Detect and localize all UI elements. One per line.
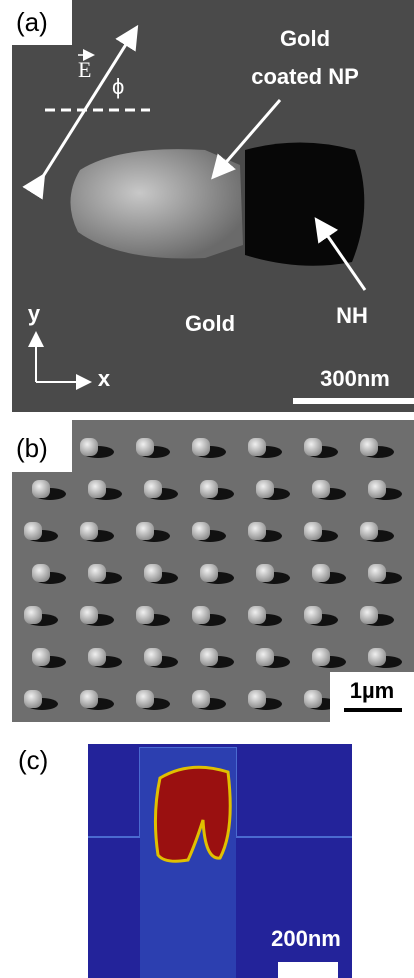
nanohole bbox=[245, 143, 364, 266]
nanoparticle bbox=[304, 522, 322, 540]
np-label: Gold bbox=[280, 26, 330, 51]
nanoparticle bbox=[192, 522, 210, 540]
nanoparticle bbox=[368, 480, 386, 498]
nanoparticle bbox=[80, 606, 98, 624]
nanoparticle bbox=[360, 606, 378, 624]
nanoparticle bbox=[256, 480, 274, 498]
nanoparticle bbox=[24, 606, 42, 624]
nanoparticle bbox=[32, 564, 50, 582]
nanoparticle bbox=[248, 522, 266, 540]
nanoparticle bbox=[144, 564, 162, 582]
nanoparticle bbox=[136, 438, 154, 456]
nanoparticle bbox=[88, 564, 106, 582]
nanoparticle bbox=[200, 564, 218, 582]
nanoparticle bbox=[256, 648, 274, 666]
nanoparticle bbox=[304, 690, 322, 708]
angle-symbol: ϕ bbox=[112, 74, 124, 99]
nanoparticle bbox=[32, 648, 50, 666]
nanoparticle bbox=[304, 606, 322, 624]
nanoparticle bbox=[192, 690, 210, 708]
nanoparticle bbox=[360, 522, 378, 540]
nanoparticle bbox=[312, 480, 330, 498]
scale-bar-label: 200nm bbox=[271, 926, 341, 951]
nanoparticle bbox=[80, 522, 98, 540]
np-label: coated NP bbox=[251, 64, 359, 89]
nanoparticle bbox=[192, 606, 210, 624]
nanoparticle bbox=[248, 606, 266, 624]
nanoparticle bbox=[24, 690, 42, 708]
nanoparticle bbox=[248, 438, 266, 456]
panel-label: (a) bbox=[16, 7, 48, 37]
x-axis-label: x bbox=[98, 366, 111, 391]
nanoparticle bbox=[88, 480, 106, 498]
field-hotspot bbox=[155, 767, 230, 861]
nanoparticle bbox=[368, 648, 386, 666]
scale-bar bbox=[293, 398, 414, 404]
gold-label: Gold bbox=[185, 311, 235, 336]
nanoparticle bbox=[136, 690, 154, 708]
nanoparticle bbox=[304, 438, 322, 456]
scale-bar bbox=[278, 962, 338, 978]
field-symbol: E bbox=[78, 57, 91, 82]
panel-label: (b) bbox=[16, 433, 48, 463]
nanoparticle bbox=[88, 648, 106, 666]
nanoparticle bbox=[192, 438, 210, 456]
panel-label: (c) bbox=[18, 745, 48, 775]
nanoparticle bbox=[312, 648, 330, 666]
nanoparticle bbox=[70, 149, 243, 258]
nanoparticle bbox=[368, 564, 386, 582]
panel-c: (c) 200nm bbox=[18, 744, 352, 978]
nanoparticle bbox=[136, 606, 154, 624]
nanoparticle bbox=[200, 480, 218, 498]
nanoparticle bbox=[312, 564, 330, 582]
nanoparticle bbox=[24, 522, 42, 540]
nanoparticle bbox=[248, 690, 266, 708]
scale-bar-label: 1µm bbox=[350, 678, 394, 703]
nanoparticle bbox=[136, 522, 154, 540]
nanoparticle bbox=[144, 480, 162, 498]
panel-a: (a) E ϕ Gold coated NP NH Gold y x 300nm bbox=[12, 0, 414, 412]
nanoparticle bbox=[200, 648, 218, 666]
nanoparticle bbox=[360, 438, 378, 456]
nanoparticle bbox=[144, 648, 162, 666]
scale-bar bbox=[344, 708, 402, 712]
scale-bar-label: 300nm bbox=[320, 366, 390, 391]
nanoparticle bbox=[32, 480, 50, 498]
figure: (a) E ϕ Gold coated NP NH Gold y x 300nm… bbox=[0, 0, 414, 978]
nanoparticle bbox=[256, 564, 274, 582]
y-axis-label: y bbox=[28, 301, 41, 326]
nanoparticle bbox=[80, 690, 98, 708]
nh-label: NH bbox=[336, 303, 368, 328]
nanoparticle bbox=[80, 438, 98, 456]
